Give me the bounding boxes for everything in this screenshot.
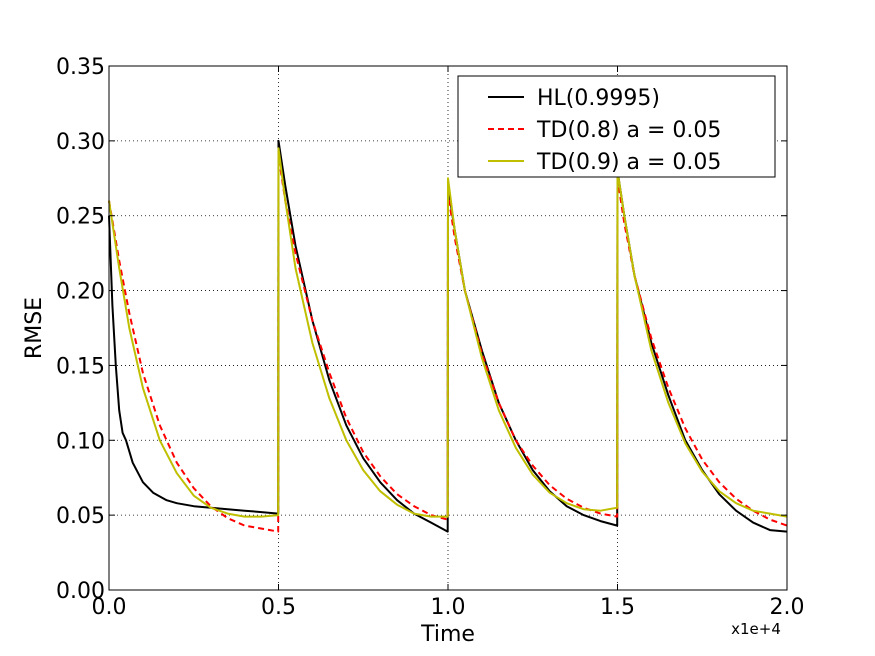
- tick-labels: 0.00 0.05 0.10 0.15 0.20 0.25 0.30 0.35 0.0 0.5 1.…: [56, 55, 804, 620]
- legend-label: TD(0.8) a = 0.05: [536, 118, 721, 143]
- y-tick-label: 0.35: [56, 55, 105, 80]
- x-tick-label: 0.0: [92, 595, 127, 620]
- ticks: [108, 65, 788, 591]
- y-tick-label: 0.05: [56, 504, 105, 529]
- x-tick-label: 1.0: [431, 595, 466, 620]
- legend-label: HL(0.9995): [537, 86, 660, 111]
- y-tick-label: 0.10: [56, 429, 105, 454]
- x-multiplier-label: x1e+4: [731, 620, 781, 638]
- x-tick-label: 2.0: [770, 595, 805, 620]
- x-axis-label: Time: [420, 622, 475, 647]
- y-tick-label: 0.15: [56, 354, 105, 379]
- y-tick-label: 0.20: [56, 280, 105, 305]
- x-tick-label: 0.5: [261, 595, 296, 620]
- y-axis-label: RMSE: [22, 297, 47, 359]
- y-tick-label: 0.25: [56, 205, 105, 230]
- series-layer: [108, 139, 788, 533]
- y-tick-label: 0.30: [56, 130, 105, 155]
- legend: HL(0.9995) TD(0.8) a = 0.05 TD(0.9) a = 0.…: [457, 75, 776, 178]
- legend-label: TD(0.9) a = 0.05: [536, 150, 721, 175]
- series-line-td-0-9-a-0-05: [108, 147, 788, 518]
- x-tick-label: 1.5: [600, 595, 635, 620]
- y-tick-label: 0.00: [56, 579, 105, 604]
